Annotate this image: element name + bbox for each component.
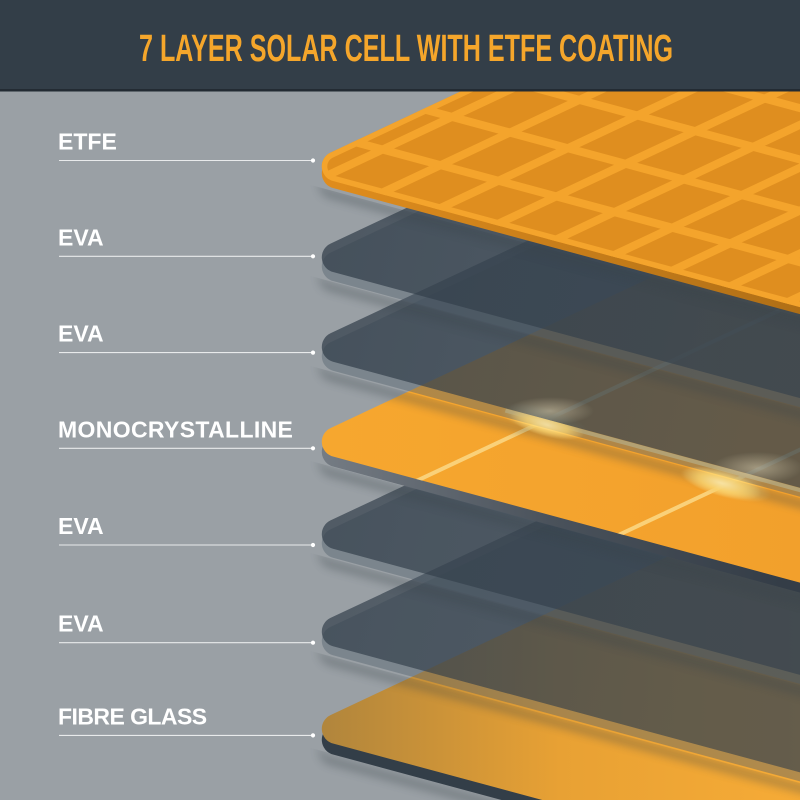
svg-text:ETFE: ETFE [58,129,117,155]
svg-text:EVA: EVA [58,611,104,637]
svg-text:EVA: EVA [58,513,104,539]
svg-text:7 LAYER SOLAR CELL WITH ETFE C: 7 LAYER SOLAR CELL WITH ETFE COATING [139,28,673,70]
svg-text:EVA: EVA [58,321,104,347]
svg-text:EVA: EVA [58,224,104,250]
svg-text:MONOCRYSTALLINE: MONOCRYSTALLINE [58,416,293,442]
svg-text:FIBRE GLASS: FIBRE GLASS [58,703,207,729]
